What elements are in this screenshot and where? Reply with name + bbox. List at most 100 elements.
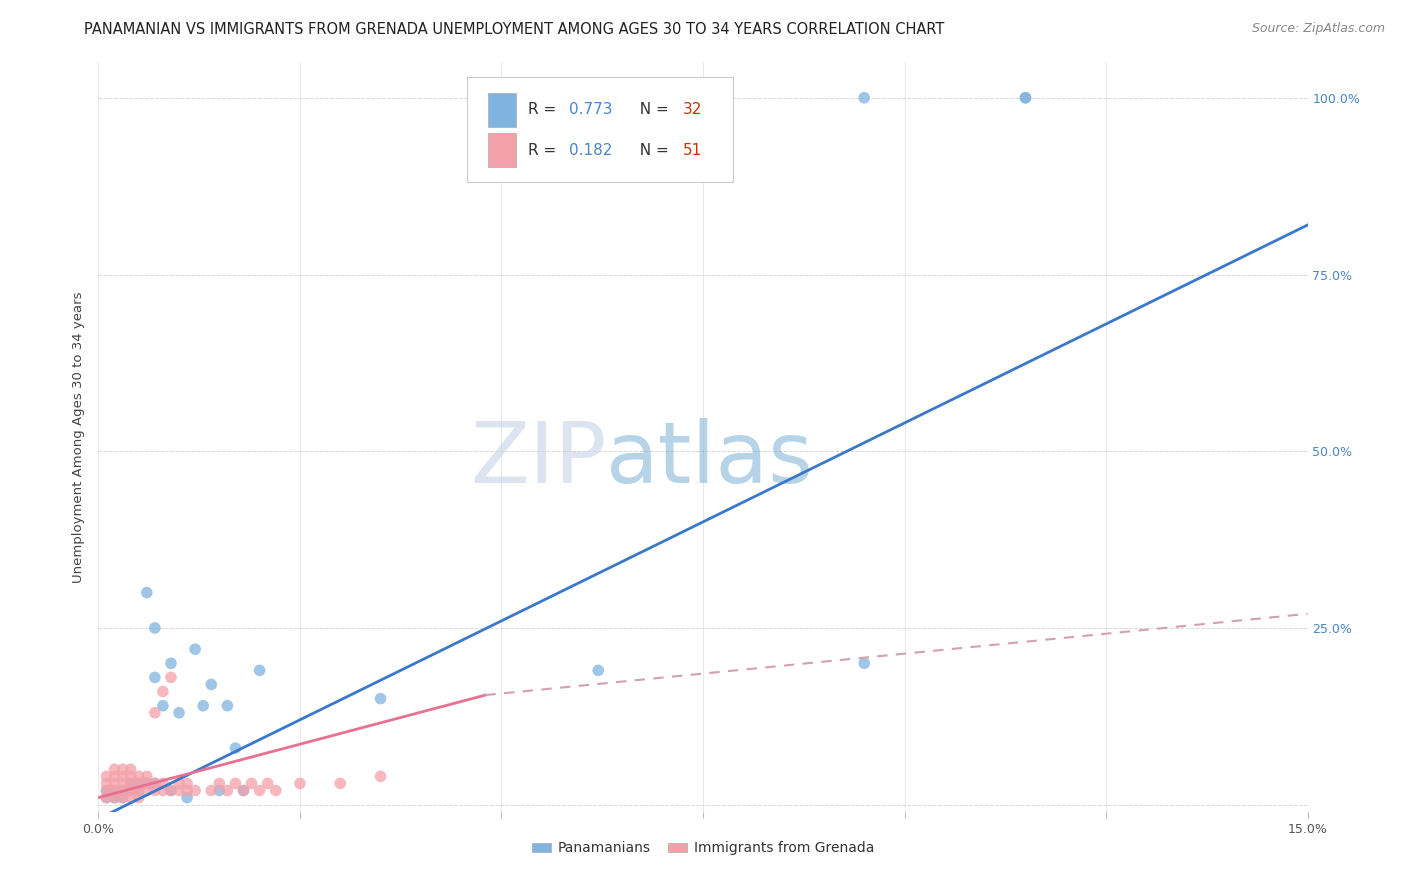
Text: 51: 51	[682, 143, 702, 158]
Point	[184, 783, 207, 797]
Point	[152, 783, 174, 797]
Point	[103, 790, 125, 805]
Point	[152, 776, 174, 790]
Point	[193, 698, 215, 713]
Point	[128, 776, 150, 790]
Point	[111, 769, 134, 783]
Point	[853, 91, 876, 105]
Point	[111, 790, 134, 805]
Point	[370, 691, 392, 706]
Point	[264, 783, 287, 797]
Point	[232, 783, 254, 797]
Point	[208, 783, 231, 797]
Point	[152, 698, 174, 713]
Point	[96, 783, 118, 797]
Point	[111, 776, 134, 790]
Point	[256, 776, 278, 790]
Text: 32: 32	[682, 103, 702, 117]
Point	[853, 657, 876, 671]
Point	[1014, 91, 1036, 105]
Point	[128, 783, 150, 797]
Point	[111, 790, 134, 805]
Point	[120, 783, 142, 797]
Legend: Panamanians, Immigrants from Grenada: Panamanians, Immigrants from Grenada	[526, 836, 880, 861]
Text: N =: N =	[630, 103, 673, 117]
Point	[120, 762, 142, 776]
Point	[586, 664, 609, 678]
Point	[120, 776, 142, 790]
Point	[152, 684, 174, 698]
Point	[176, 783, 198, 797]
Point	[135, 776, 157, 790]
Point	[128, 769, 150, 783]
Point	[200, 783, 222, 797]
Text: atlas: atlas	[606, 418, 814, 501]
Point	[143, 776, 166, 790]
Text: PANAMANIAN VS IMMIGRANTS FROM GRENADA UNEMPLOYMENT AMONG AGES 30 TO 34 YEARS COR: PANAMANIAN VS IMMIGRANTS FROM GRENADA UN…	[84, 22, 945, 37]
Point	[96, 790, 118, 805]
Text: R =: R =	[527, 143, 561, 158]
Point	[128, 776, 150, 790]
Point	[208, 776, 231, 790]
Point	[232, 783, 254, 797]
Point	[135, 776, 157, 790]
Point	[160, 670, 183, 684]
FancyBboxPatch shape	[488, 93, 516, 127]
Text: 0.182: 0.182	[569, 143, 612, 158]
Point	[111, 783, 134, 797]
Point	[103, 783, 125, 797]
Point	[160, 783, 183, 797]
Text: Source: ZipAtlas.com: Source: ZipAtlas.com	[1251, 22, 1385, 36]
Point	[120, 790, 142, 805]
Point	[167, 783, 190, 797]
Point	[111, 762, 134, 776]
Point	[176, 790, 198, 805]
Point	[135, 585, 157, 599]
Point	[240, 776, 263, 790]
Point	[288, 776, 311, 790]
Point	[103, 776, 125, 790]
Point	[167, 776, 190, 790]
Point	[1014, 91, 1036, 105]
Point	[96, 769, 118, 783]
Text: 0.773: 0.773	[569, 103, 612, 117]
Point	[120, 776, 142, 790]
Point	[135, 783, 157, 797]
Point	[135, 769, 157, 783]
Point	[224, 776, 246, 790]
Point	[96, 776, 118, 790]
Point	[167, 706, 190, 720]
Text: N =: N =	[630, 143, 673, 158]
Point	[143, 783, 166, 797]
Point	[176, 776, 198, 790]
Point	[329, 776, 352, 790]
Point	[96, 783, 118, 797]
Point	[224, 741, 246, 756]
Point	[160, 783, 183, 797]
Point	[128, 790, 150, 805]
Point	[120, 783, 142, 797]
Point	[249, 783, 271, 797]
Point	[111, 783, 134, 797]
Point	[143, 706, 166, 720]
FancyBboxPatch shape	[467, 78, 734, 182]
Point	[217, 698, 239, 713]
Point	[143, 670, 166, 684]
Point	[160, 657, 183, 671]
Point	[370, 769, 392, 783]
Point	[200, 677, 222, 691]
Text: ZIP: ZIP	[470, 418, 606, 501]
Point	[103, 762, 125, 776]
Point	[103, 783, 125, 797]
Point	[143, 621, 166, 635]
Point	[120, 769, 142, 783]
Point	[103, 769, 125, 783]
Point	[103, 790, 125, 805]
Point	[143, 776, 166, 790]
Point	[184, 642, 207, 657]
Point	[128, 783, 150, 797]
Point	[249, 664, 271, 678]
Y-axis label: Unemployment Among Ages 30 to 34 years: Unemployment Among Ages 30 to 34 years	[72, 292, 84, 582]
Point	[96, 790, 118, 805]
Text: R =: R =	[527, 103, 561, 117]
